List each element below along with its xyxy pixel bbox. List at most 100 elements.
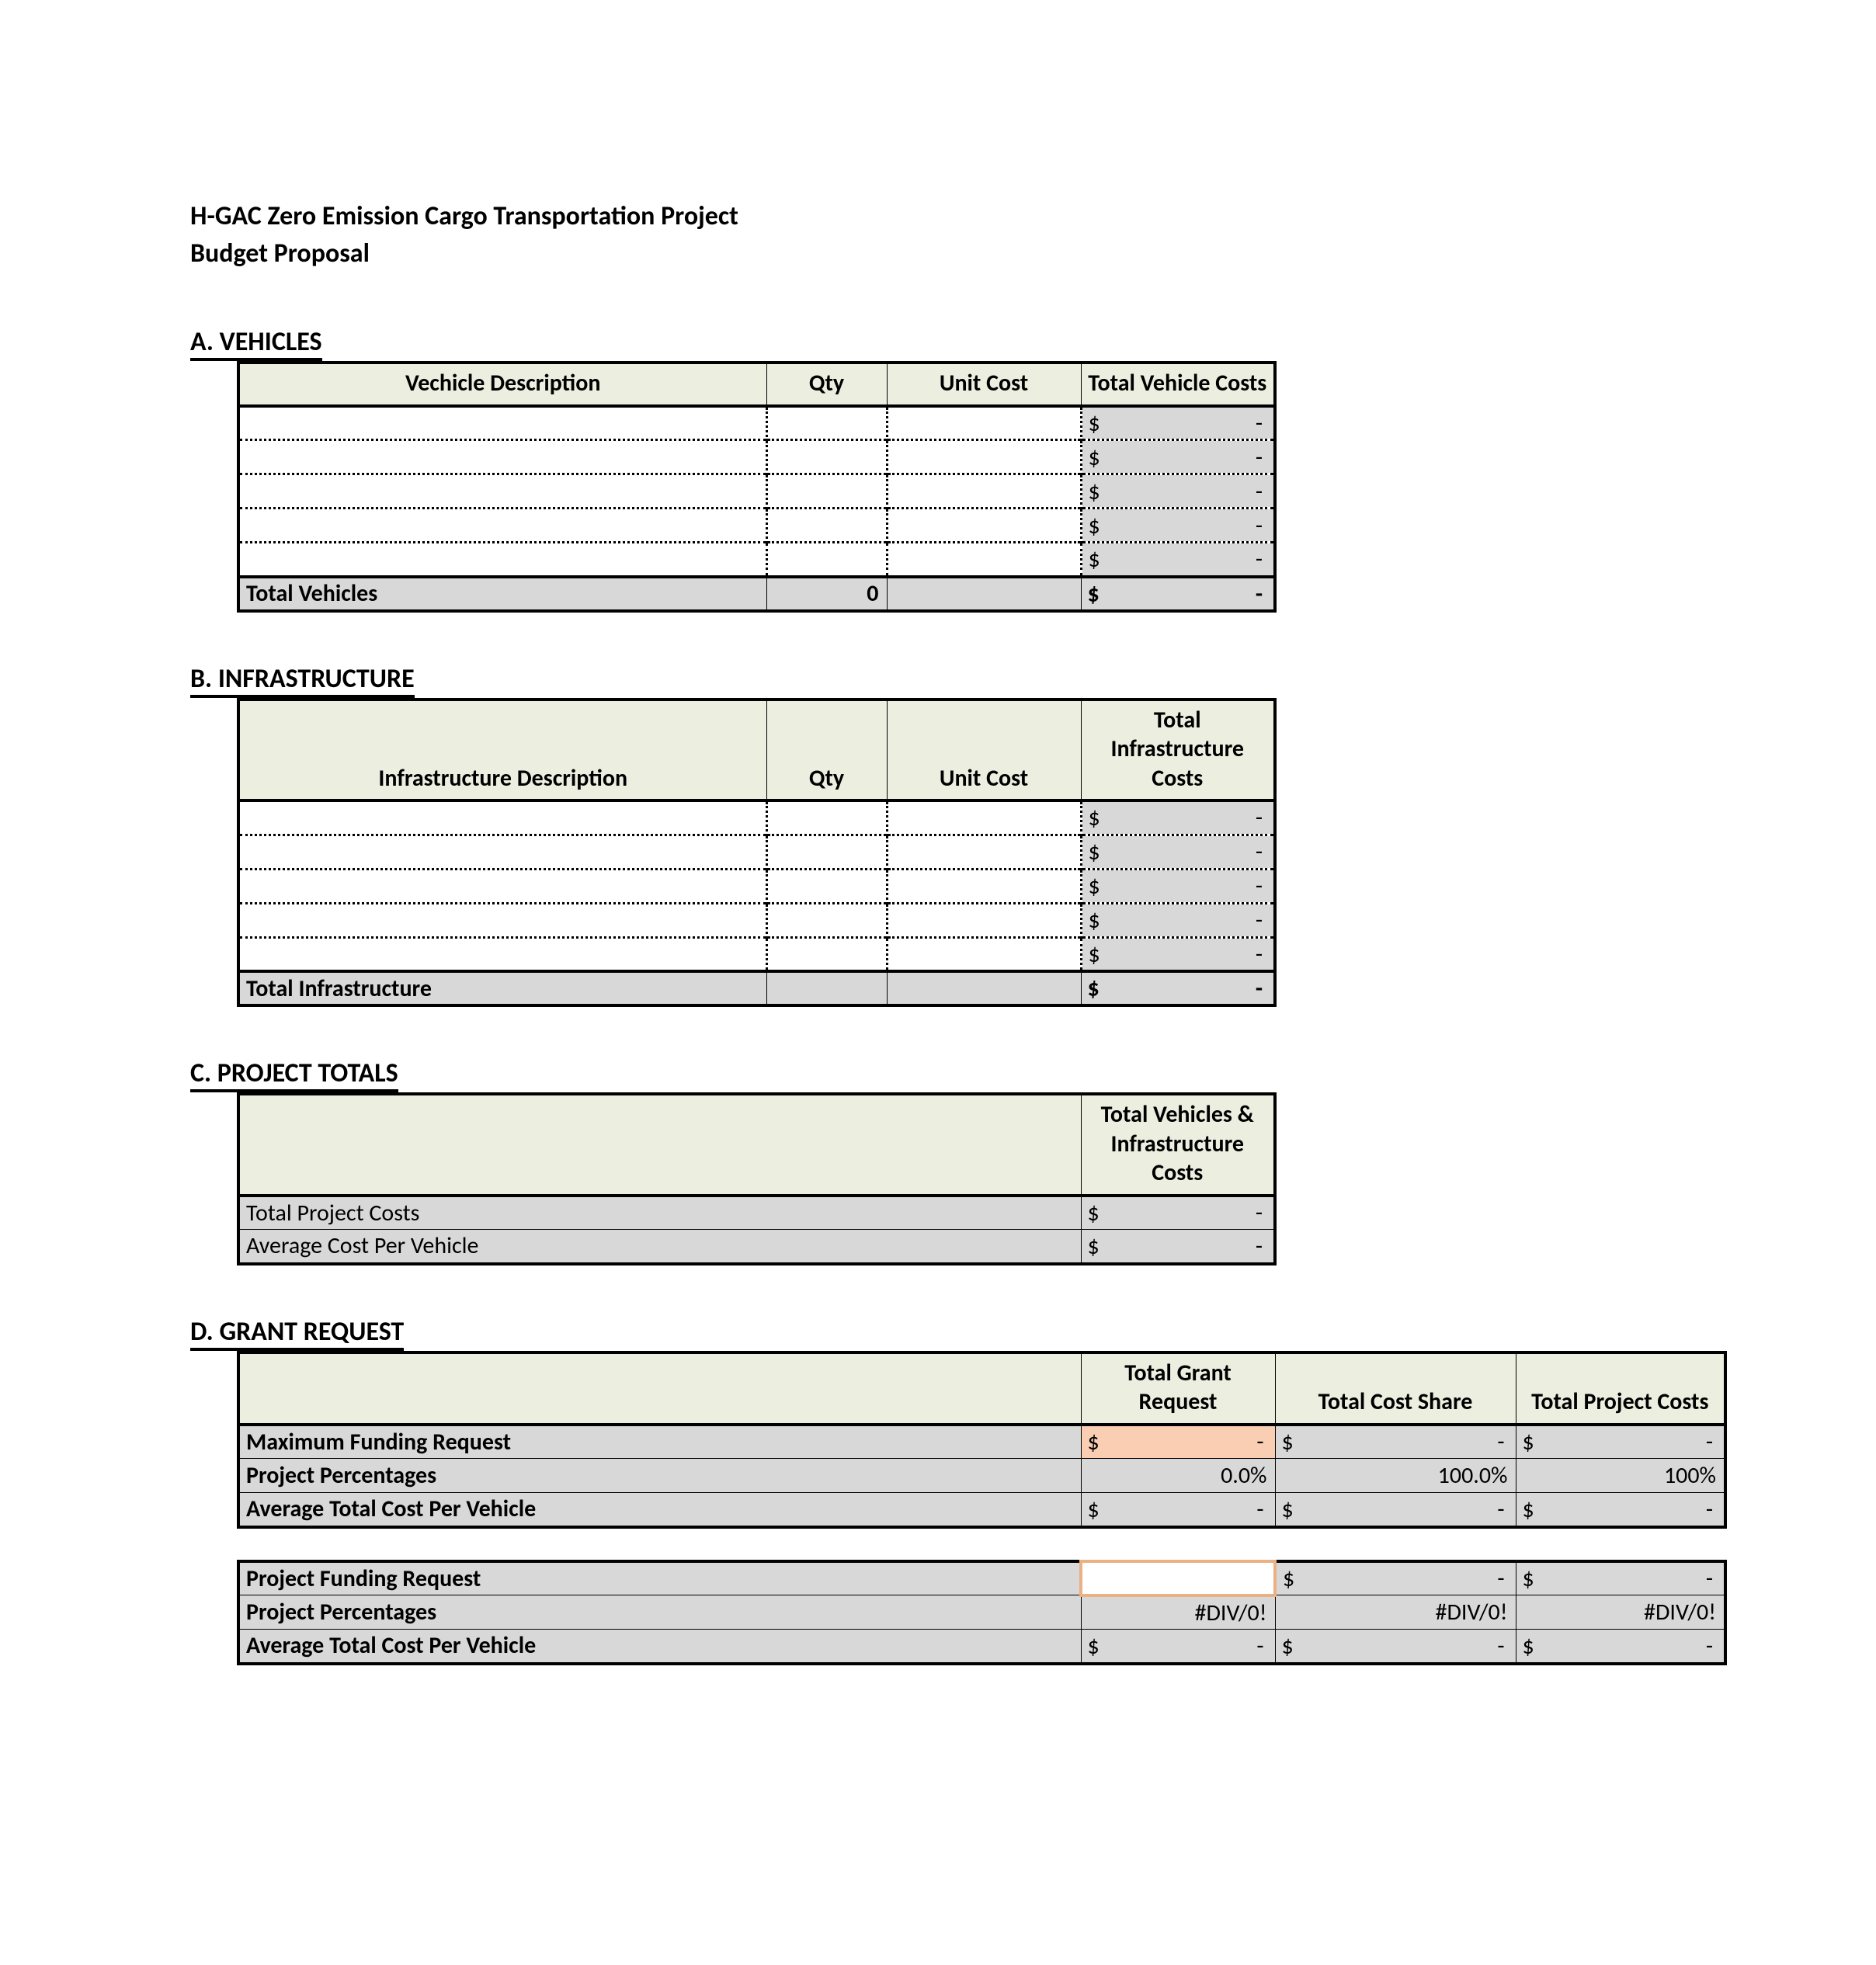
- currency-cell: $-: [1081, 1493, 1275, 1527]
- col-header-desc: Vechicle Description: [238, 363, 766, 406]
- currency-cell: $-: [1516, 1425, 1725, 1459]
- currency-symbol: $: [1523, 1495, 1534, 1523]
- section-a-heading: A. VEHICLES: [190, 326, 322, 361]
- section-d-heading: D. GRANT REQUEST: [190, 1316, 404, 1351]
- currency-cell: $-: [1081, 835, 1275, 869]
- cell: [238, 509, 766, 543]
- col-header-qty: Qty: [766, 700, 887, 801]
- cell: #DIV/0!: [1081, 1595, 1275, 1630]
- table-header-row: Total Grant Request Total Cost Share Tot…: [238, 1352, 1725, 1425]
- document-page: H-GAC Zero Emission Cargo Transportation…: [0, 0, 1876, 1965]
- currency-cell: $-: [1081, 577, 1275, 611]
- currency-symbol: $: [1088, 1428, 1100, 1456]
- currency-symbol: $: [1089, 511, 1100, 540]
- currency-value: -: [1256, 804, 1263, 832]
- cell: [887, 406, 1081, 440]
- cell: [887, 509, 1081, 543]
- currency-value: -: [1256, 1495, 1263, 1523]
- currency-symbol: $: [1523, 1631, 1534, 1660]
- cell: [766, 406, 887, 440]
- cell: [887, 474, 1081, 509]
- currency-value: -: [1706, 1495, 1713, 1523]
- table-row: $-: [238, 406, 1275, 440]
- currency-cell: $-: [1081, 406, 1275, 440]
- col-header-total: Total Vehicles & Infrastructure Costs: [1081, 1094, 1275, 1196]
- cell: Total Infrastructure: [238, 971, 766, 1005]
- currency-symbol: $: [1282, 1631, 1294, 1660]
- cell: 100%: [1516, 1459, 1725, 1493]
- table-row: $-: [238, 869, 1275, 903]
- currency-value: -: [1256, 939, 1263, 968]
- currency-value: -: [1256, 1428, 1263, 1456]
- cell: Average Total Cost Per Vehicle: [238, 1493, 1081, 1527]
- cell: [766, 509, 887, 543]
- cell: [238, 903, 766, 937]
- cell: [238, 869, 766, 903]
- currency-cell: $-: [1081, 1196, 1275, 1230]
- cell: 0.0%: [1081, 1459, 1275, 1493]
- cell: [766, 835, 887, 869]
- table-row: Project Percentages#DIV/0!#DIV/0!#DIV/0!: [238, 1595, 1725, 1630]
- cell: [766, 971, 887, 1005]
- section-b-heading: B. INFRASTRUCTURE: [190, 663, 415, 698]
- table-row: Project Funding Request $-$-: [238, 1561, 1725, 1595]
- cell: Project Funding Request: [238, 1561, 1081, 1595]
- table-row: $-: [238, 509, 1275, 543]
- table-row: $-: [238, 835, 1275, 869]
- cell: [766, 474, 887, 509]
- currency-value: -: [1706, 1564, 1713, 1593]
- currency-value: -: [1256, 1231, 1263, 1260]
- section-c-heading: C. PROJECT TOTALS: [190, 1057, 398, 1092]
- cell: [238, 937, 766, 971]
- infrastructure-tbody: $-$-$-$-$-Total Infrastructure$-: [238, 800, 1275, 1005]
- cell: #DIV/0!: [1275, 1595, 1516, 1630]
- col-header-share: Total Cost Share: [1275, 1352, 1516, 1425]
- cell: [887, 835, 1081, 869]
- currency-symbol: $: [1089, 906, 1100, 935]
- currency-symbol: $: [1088, 1231, 1100, 1260]
- col-header-blank: [238, 1094, 1081, 1196]
- table-row: $-: [238, 937, 1275, 971]
- currency-symbol: $: [1089, 804, 1100, 832]
- currency-value: -: [1256, 545, 1263, 574]
- col-header-qty: Qty: [766, 363, 887, 406]
- table-row: $-: [238, 903, 1275, 937]
- table-row: $-: [238, 800, 1275, 835]
- cell: [887, 577, 1081, 611]
- currency-value: -: [1256, 408, 1263, 437]
- table-header-row: Vechicle Description Qty Unit Cost Total…: [238, 363, 1275, 406]
- cell: #DIV/0!: [1516, 1595, 1725, 1630]
- title-line-1: H-GAC Zero Emission Cargo Transportation…: [190, 198, 1727, 235]
- currency-cell: $-: [1081, 440, 1275, 474]
- cell: [238, 406, 766, 440]
- currency-symbol: $: [1523, 1428, 1534, 1456]
- project-totals-tbody: Total Project Costs$-Average Cost Per Ve…: [238, 1196, 1275, 1264]
- section-a: A. VEHICLES Vechicle Description Qty Uni…: [190, 326, 1727, 613]
- funding-request-input-cell[interactable]: [1081, 1561, 1275, 1595]
- total-row: Total Infrastructure$-: [238, 971, 1275, 1005]
- table-row: Average Total Cost Per Vehicle$-$-$-: [238, 1630, 1725, 1664]
- table-row: Maximum Funding Request$-$-$-: [238, 1425, 1725, 1459]
- currency-cell: $-: [1081, 869, 1275, 903]
- cell: [766, 937, 887, 971]
- cell: [238, 835, 766, 869]
- total-row: Total Vehicles0$-: [238, 577, 1275, 611]
- cell: [238, 440, 766, 474]
- vehicles-tbody: $-$-$-$-$-Total Vehicles0$-: [238, 406, 1275, 611]
- currency-cell: $-: [1516, 1630, 1725, 1664]
- currency-cell: $-: [1275, 1630, 1516, 1664]
- section-b: B. INFRASTRUCTURE Infrastructure Descrip…: [190, 663, 1727, 1008]
- currency-symbol: $: [1089, 408, 1100, 437]
- currency-cell: $-: [1081, 509, 1275, 543]
- currency-cell: $-: [1275, 1561, 1516, 1595]
- currency-cell: $-: [1081, 937, 1275, 971]
- cell: Project Percentages: [238, 1459, 1081, 1493]
- cell: [887, 869, 1081, 903]
- currency-value: -: [1256, 906, 1263, 935]
- cell: Average Total Cost Per Vehicle: [238, 1630, 1081, 1664]
- currency-cell: $-: [1516, 1561, 1725, 1595]
- currency-value: -: [1256, 1631, 1263, 1660]
- currency-symbol: $: [1088, 1495, 1100, 1523]
- title-block: H-GAC Zero Emission Cargo Transportation…: [190, 198, 1727, 272]
- currency-value: -: [1256, 974, 1263, 1003]
